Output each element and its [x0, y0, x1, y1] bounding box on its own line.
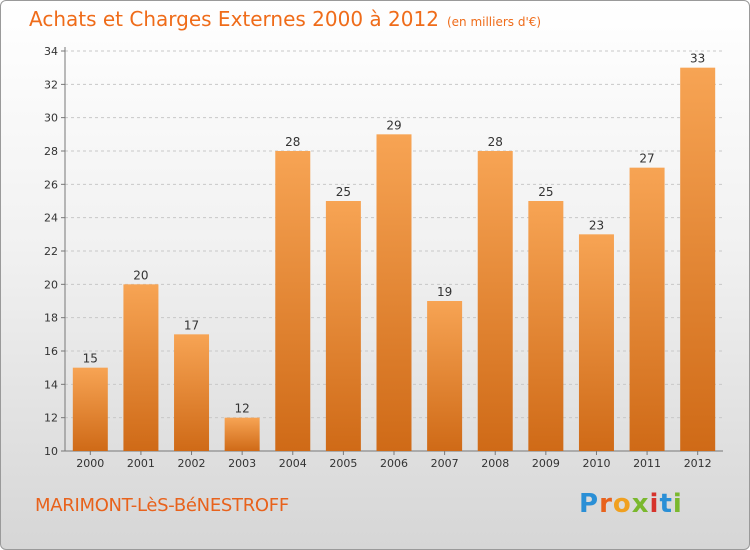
value-label-2012: 33 — [690, 52, 705, 66]
chart-title-main: Achats et Charges Externes 2000 à 2012 — [29, 7, 439, 31]
x-tick-label: 2005 — [329, 457, 357, 470]
logo-letter: x — [631, 489, 650, 519]
x-tick-label: 2006 — [380, 457, 408, 470]
x-tick-label: 2003 — [228, 457, 256, 470]
labels: 10 12 14 16 18 20 22 24 26 28 30 32 34 2000 15 2001 20 20… — [44, 45, 712, 470]
bar-2012 — [680, 67, 716, 452]
value-label-2001: 20 — [133, 268, 148, 282]
x-tick-label: 2012 — [684, 457, 712, 470]
y-tick-label: 18 — [44, 312, 58, 325]
value-label-2007: 19 — [437, 285, 452, 299]
bar-2004 — [275, 151, 311, 451]
y-tick-label: 22 — [44, 245, 58, 258]
chart-title: Achats et Charges Externes 2000 à 2012 (e… — [29, 7, 541, 31]
y-tick-label: 32 — [44, 78, 58, 91]
x-tick-label: 2010 — [582, 457, 610, 470]
value-label-2002: 17 — [184, 318, 199, 332]
y-tick-label: 30 — [44, 112, 58, 125]
x-tick-label: 2004 — [279, 457, 307, 470]
y-tick-label: 14 — [44, 378, 58, 391]
value-label-2000: 15 — [83, 352, 98, 366]
y-tick-label: 12 — [44, 412, 58, 425]
x-tick-label: 2002 — [178, 457, 206, 470]
y-tick-label: 16 — [44, 345, 58, 358]
value-label-2003: 12 — [235, 402, 250, 416]
logo-letter: o — [612, 489, 632, 519]
logo-letter: P — [579, 489, 600, 519]
value-label-2011: 27 — [639, 152, 654, 166]
bar-2005 — [325, 201, 361, 451]
y-tick-label: 28 — [44, 145, 58, 158]
y-tick-label: 24 — [44, 212, 58, 225]
bar-2011 — [629, 167, 665, 451]
bars — [72, 67, 716, 452]
value-label-2005: 25 — [336, 185, 351, 199]
x-tick-label: 2000 — [76, 457, 104, 470]
logo-letter: t — [659, 489, 673, 519]
bar-2002 — [174, 334, 210, 451]
x-tick-label: 2007 — [431, 457, 459, 470]
y-tick-label: 26 — [44, 178, 58, 191]
y-tick-label: 10 — [44, 445, 58, 458]
bar-2006 — [376, 134, 412, 452]
bar-2003 — [224, 417, 260, 451]
bar-2001 — [123, 284, 159, 451]
y-tick-label: 34 — [44, 45, 58, 58]
x-tick-label: 2011 — [633, 457, 661, 470]
x-tick-label: 2001 — [127, 457, 155, 470]
chart-title-unit: (en milliers d'€) — [446, 15, 542, 29]
bar-2008 — [477, 151, 513, 451]
bar-2010 — [578, 234, 614, 451]
value-label-2008: 28 — [488, 135, 503, 149]
bar-2009 — [528, 201, 564, 451]
value-label-2009: 25 — [538, 185, 553, 199]
proxiti-logo: Proxiti — [579, 489, 683, 519]
y-tick-label: 20 — [44, 278, 58, 291]
value-label-2004: 28 — [285, 135, 300, 149]
x-tick-label: 2009 — [532, 457, 560, 470]
bar-2000 — [72, 367, 108, 451]
bar-2007 — [427, 301, 463, 451]
logo-letter: i — [649, 489, 660, 519]
value-label-2006: 29 — [386, 118, 401, 132]
value-label-2010: 23 — [589, 218, 604, 232]
logo-letter: i — [672, 489, 683, 519]
x-tick-label: 2008 — [481, 457, 509, 470]
logo-letter: r — [599, 489, 613, 519]
commune-name: MARIMONT-LèS-BéNESTROFF — [35, 495, 289, 516]
